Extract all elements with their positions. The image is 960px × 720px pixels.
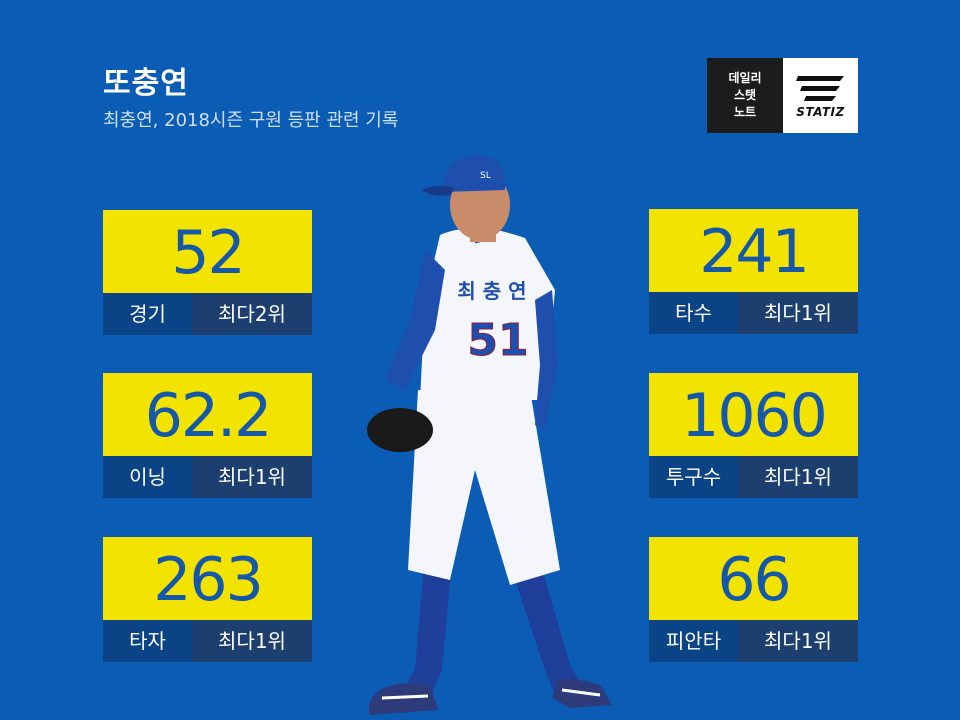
stat-label: 피안타 — [649, 620, 738, 662]
logo-line-1: 데일리 — [728, 71, 762, 85]
stat-card-hits-allowed: 66 피안타 최다1위 — [649, 537, 858, 662]
stat-value: 66 — [649, 537, 858, 620]
stat-value: 241 — [649, 209, 858, 292]
statiz-stripes-icon — [795, 75, 844, 101]
stat-rank: 최다2위 — [192, 293, 312, 335]
logo-line-3: 노트 — [733, 105, 757, 119]
stat-rank: 최다1위 — [192, 620, 312, 662]
stat-card-at-bats: 241 타수 최다1위 — [649, 209, 858, 334]
logo-line-2: 스탯 — [733, 88, 757, 102]
stat-value: 52 — [103, 210, 312, 293]
statiz-logo: STATIZ — [783, 58, 858, 133]
jersey-number: 51 — [467, 315, 528, 366]
stat-label: 이닝 — [103, 456, 192, 498]
stat-card-games: 52 경기 최다2위 — [103, 210, 312, 335]
stat-label: 투구수 — [649, 456, 738, 498]
logo-text-block: 데일리 스탯 노트 — [707, 58, 783, 133]
stat-rank: 최다1위 — [192, 456, 312, 498]
stat-card-pitches: 1060 투구수 최다1위 — [649, 373, 858, 498]
page-title: 또충연 — [103, 66, 189, 101]
stat-rank: 최다1위 — [738, 292, 858, 334]
stat-label: 타수 — [649, 292, 738, 334]
stat-card-innings: 62.2 이닝 최다1위 — [103, 373, 312, 498]
stat-value: 1060 — [649, 373, 858, 456]
stat-label: 경기 — [103, 293, 192, 335]
statiz-wordmark: STATIZ — [796, 104, 845, 119]
stat-card-batters: 263 타자 최다1위 — [103, 537, 312, 662]
stat-rank: 최다1위 — [738, 456, 858, 498]
svg-text:SL: SL — [480, 171, 491, 181]
daily-stat-note-logo: 데일리 스탯 노트 STATIZ — [707, 58, 858, 133]
stat-label: 타자 — [103, 620, 192, 662]
pitcher-image: SL 최 충 연 51 — [367, 155, 612, 715]
page-subtitle: 최충연, 2018시즌 구원 등판 관련 기록 — [103, 110, 399, 131]
stat-rank: 최다1위 — [738, 620, 858, 662]
stat-value: 62.2 — [103, 373, 312, 456]
stat-value: 263 — [103, 537, 312, 620]
jersey-name: 최 충 연 — [457, 279, 526, 303]
